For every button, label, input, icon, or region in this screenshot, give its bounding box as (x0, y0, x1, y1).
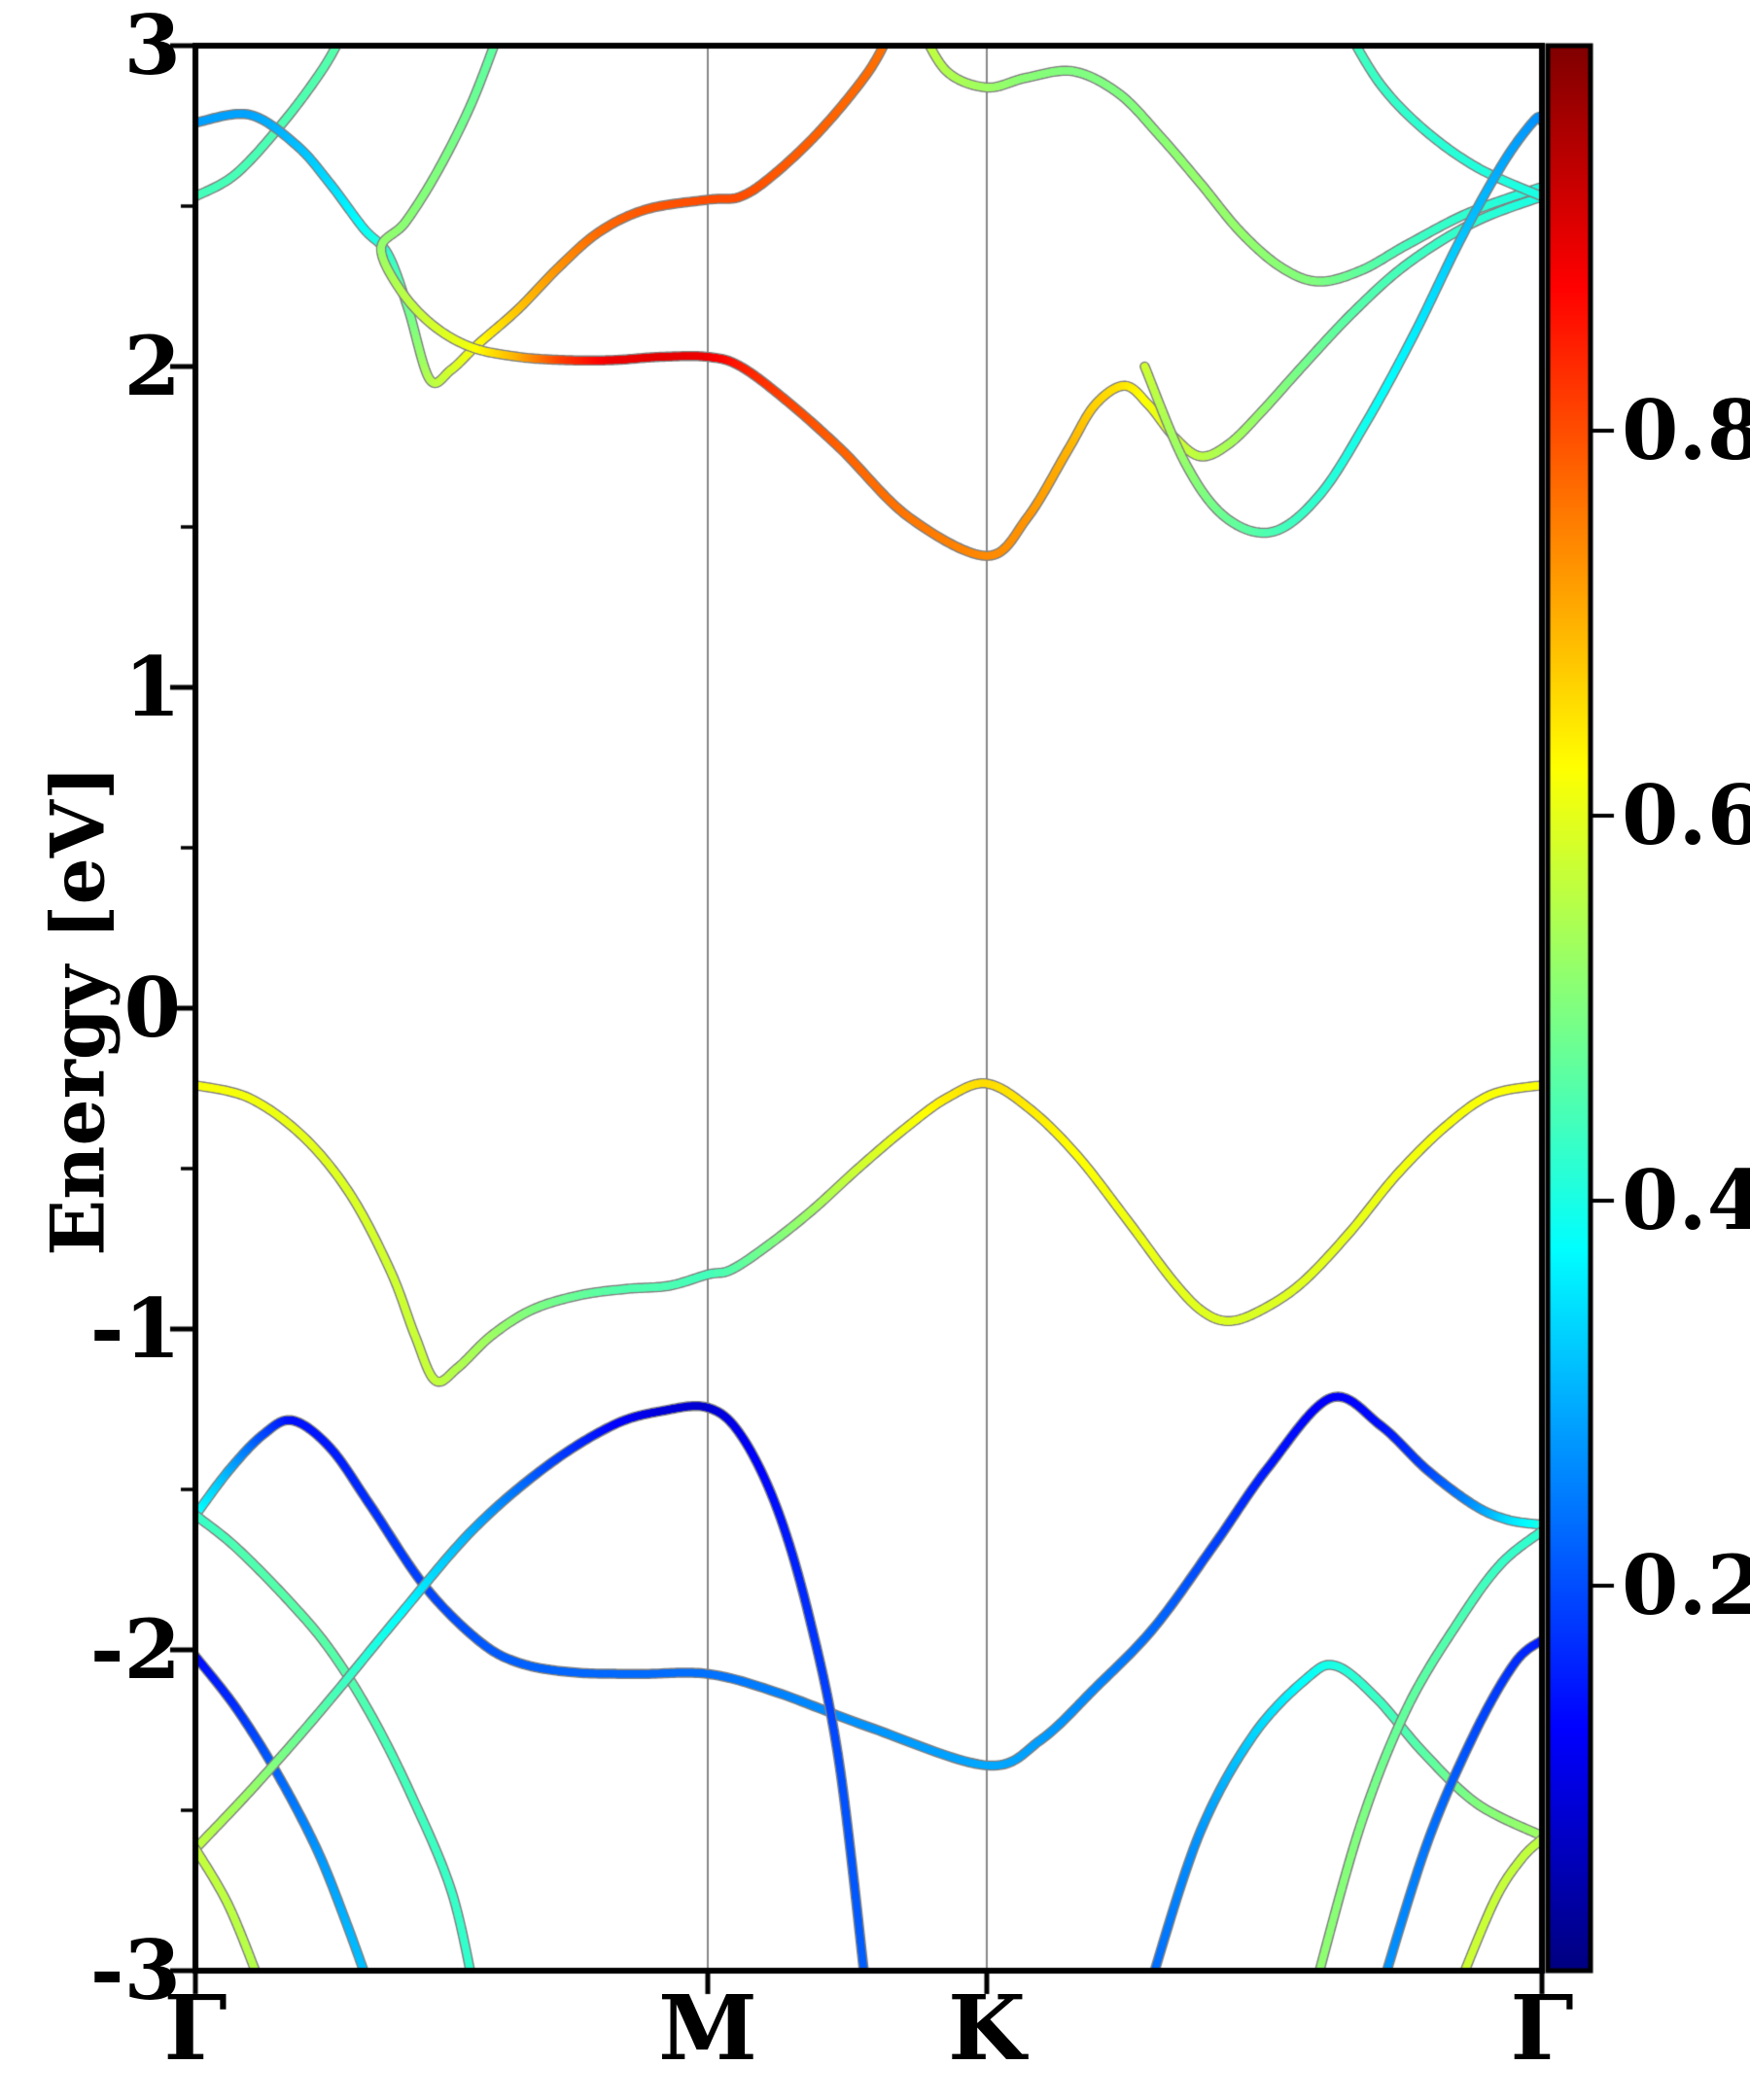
y-tick-label--2: -2 (89, 1601, 181, 1698)
y-tick-label-3: 3 (123, 0, 181, 93)
y-tick-label-0: 0 (123, 960, 181, 1056)
colorbar-tick-label-0.6: 0.6 (1622, 767, 1750, 863)
colorbar-tick-label-0.8: 0.8 (1622, 382, 1750, 478)
x-tick-label-Γ: Γ (163, 1976, 228, 2081)
y-tick-label-2: 2 (123, 318, 181, 414)
y-tick-label--3: -3 (89, 1922, 181, 2018)
y-tick-label--1: -1 (89, 1280, 181, 1377)
x-tick-label-K: K (947, 1976, 1026, 2081)
y-tick-label-1: 1 (123, 639, 181, 735)
colorbar-tick-label-0.2: 0.2 (1622, 1537, 1750, 1633)
x-tick-label-Γ: Γ (1510, 1976, 1574, 2081)
x-tick-label-M: M (658, 1976, 757, 2081)
colorbar-tick-label-0.4: 0.4 (1622, 1152, 1750, 1248)
